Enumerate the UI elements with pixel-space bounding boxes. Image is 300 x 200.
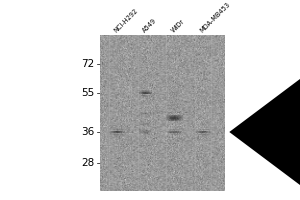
Text: 72: 72	[81, 59, 94, 69]
Text: 36: 36	[81, 127, 94, 137]
Text: 28: 28	[81, 158, 94, 168]
Text: 55: 55	[81, 88, 94, 98]
